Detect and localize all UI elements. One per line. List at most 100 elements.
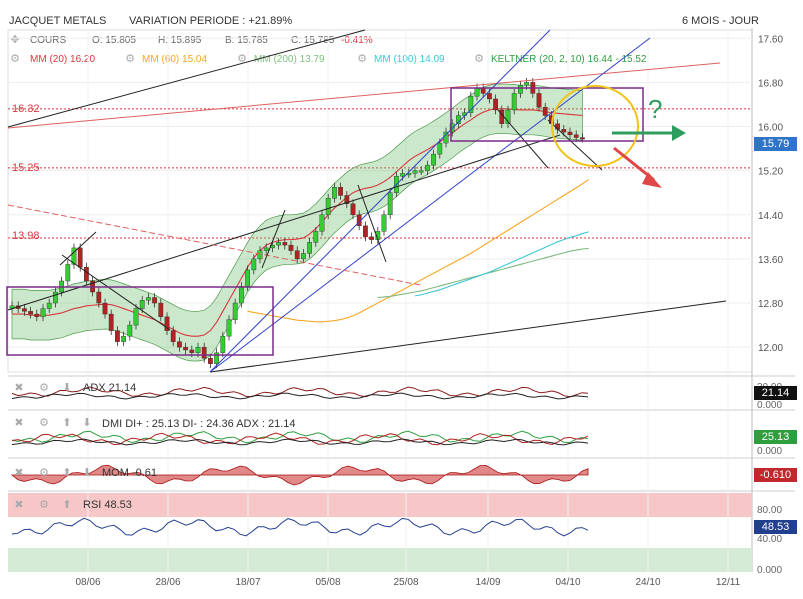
candle-body [344,195,350,204]
gear-icon[interactable]: ⚙ [39,499,49,511]
indicator-mm60[interactable]: MM (60) 15.04 [142,54,207,66]
trendline [357,184,387,263]
gear-icon[interactable]: ⚙ [39,467,49,479]
close-icon[interactable]: ✖ [14,467,24,479]
move-icon[interactable]: ✥ [10,34,20,46]
candle-body [121,335,127,342]
y-tick-label: 16.80 [758,78,783,89]
indicator-mm100[interactable]: MM (100) 14.09 [374,54,445,66]
candle-body [220,335,226,353]
close-icon[interactable]: ✖ [14,499,24,511]
candle-body [232,302,238,320]
candle-body [108,313,114,331]
candle-body [164,316,170,331]
x-tick-label: 25/08 [393,577,418,588]
rsi-oversold-zone [8,548,752,572]
candle-body [573,134,579,138]
mom-badge: -0.610 [754,468,797,482]
candle-body [65,264,71,282]
gear-icon[interactable]: ⚙ [237,53,247,65]
candle-body [524,82,530,86]
candle-body [282,242,288,246]
indicator-label: MM (200) [254,54,297,65]
candle-body [542,107,548,116]
highlight-ellipse [551,85,639,167]
gear-icon[interactable]: ⚙ [39,382,49,394]
candle-body [332,187,337,199]
trendline [547,119,603,171]
quote-change: -0.41% [341,35,373,46]
indicator-keltner[interactable]: KELTNER (20, 2, 10) 16.44 - 15.52 [491,54,646,66]
candle-body [40,308,46,318]
candle-body [83,266,89,282]
arrow-down-head [642,172,662,188]
close-icon[interactable]: ✖ [14,417,24,429]
arrow-up-icon[interactable]: ⬆ [62,467,72,479]
indicator-value: 14.09 [419,54,445,65]
y-tick-label: 16.00 [758,123,783,134]
candle-body [207,358,213,364]
candle-body [226,319,232,337]
range-box [450,87,644,142]
candle-body [412,170,418,174]
candle-body [350,203,356,215]
gear-icon[interactable]: ⚙ [125,53,135,65]
candle-body [251,258,257,271]
indicator-mm200[interactable]: MM (200) 13.79 [254,54,325,66]
trendline [61,254,171,331]
gear-icon[interactable]: ⚙ [10,53,20,65]
period-selector[interactable]: 6 MOIS - JOUR [682,15,760,27]
adx-line-2 [11,392,589,400]
candle-body [71,247,77,265]
candle-body [387,192,393,215]
question-annotation: ? [648,94,663,124]
indicator-value: 16.20 [70,54,96,65]
quote-high: H: 15.895 [158,35,202,46]
candle-body [511,93,517,111]
candle-body [487,93,492,100]
arrow-down-icon[interactable]: ⬇ [82,467,92,479]
candle-body [580,137,585,140]
close-icon[interactable]: ✖ [14,382,24,394]
arrow-up-icon[interactable]: ⬆ [62,499,72,511]
panel-title-rsi: RSI 48.53 [83,499,132,511]
y-tick-label: 13.60 [758,255,783,266]
quote-close: C: 15.785 [291,35,335,46]
candle-body [561,129,567,133]
candle-body [443,131,449,144]
x-tick-label: 24/10 [635,577,660,588]
gear-icon[interactable]: ⚙ [39,417,49,429]
arrow-down-icon[interactable]: ⬇ [62,382,72,394]
arrow-down-icon[interactable]: ⬇ [82,417,92,429]
candle-body [400,173,405,177]
gear-icon[interactable]: ⚙ [357,53,367,65]
x-tick-label: 18/07 [235,577,260,588]
indicator-mm20[interactable]: MM (20) 16.20 [30,54,95,66]
series-mm60-line [247,179,589,323]
quote-open: O: 15.805 [92,35,136,46]
candle-body [77,247,83,268]
range-box [6,286,274,356]
trendline [7,62,721,129]
candle-body [468,95,474,113]
arrow-up-icon[interactable]: ⬆ [62,417,72,429]
dmi-bottom-tick: 0.000 [757,446,783,457]
series-mm100-line [414,231,589,297]
candle-body [294,250,300,260]
trendline [7,204,421,286]
y-tick-label: 15.20 [758,167,783,178]
indicator-value: 15.04 [182,54,208,65]
candle-body [474,87,480,97]
candle-body [369,236,374,240]
gear-icon[interactable]: ⚙ [474,53,484,65]
candle-body [22,308,27,312]
candle-body [425,164,430,171]
adx-bottom-tick: 0.000 [757,400,783,411]
trendline [7,134,561,311]
rsi-tick-80: 80.00 [757,505,783,516]
candle-body [437,142,443,155]
trendline [7,29,366,128]
candle-body [53,291,58,304]
rsi-tick-0: 0.000 [757,565,783,576]
